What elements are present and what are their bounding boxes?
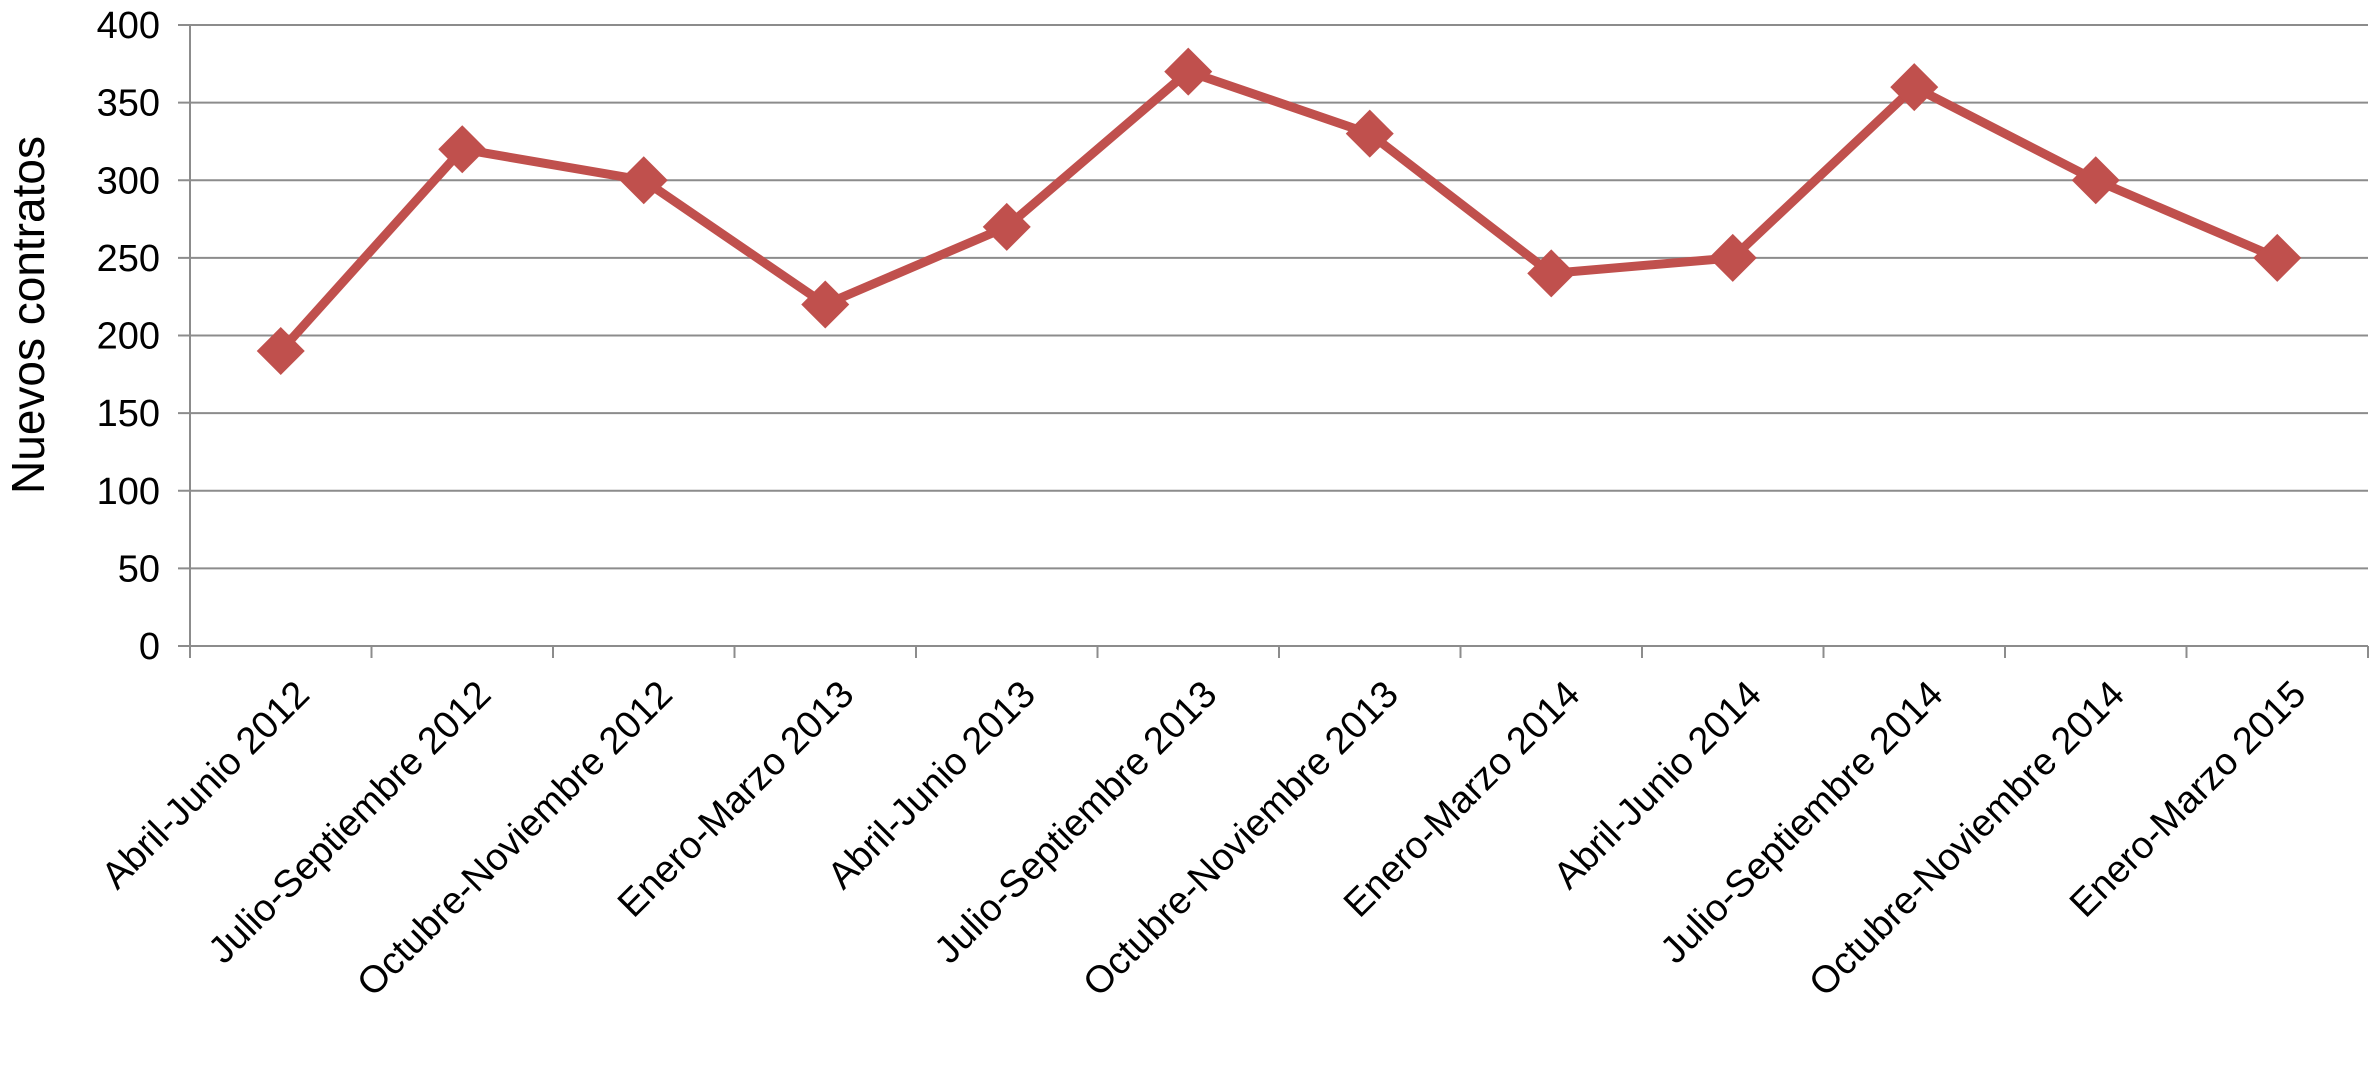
gridlines bbox=[190, 24, 2368, 570]
y-tick-label: 400 bbox=[97, 5, 160, 47]
y-tick-label: 100 bbox=[97, 471, 160, 513]
axes bbox=[178, 24, 2369, 658]
y-axis-title: Nuevos contratos bbox=[2, 136, 54, 494]
data-point-marker bbox=[1345, 109, 1394, 158]
data-point-marker bbox=[256, 327, 305, 376]
y-tick-label: 50 bbox=[118, 548, 160, 590]
data-point-marker bbox=[2253, 233, 2302, 282]
data-point-marker bbox=[982, 202, 1031, 251]
data-point-marker bbox=[1890, 63, 1939, 112]
data-point-marker bbox=[1708, 233, 1757, 282]
y-tick-label: 250 bbox=[97, 238, 160, 280]
y-tick-label: 350 bbox=[97, 83, 160, 125]
series-line bbox=[276, 67, 2282, 356]
x-tick-label: Octubre-Noviembre 2014 bbox=[1801, 673, 2132, 1004]
data-point-marker bbox=[801, 280, 850, 329]
y-tick-label: 300 bbox=[97, 160, 160, 202]
y-tick-label: 0 bbox=[139, 626, 160, 668]
data-point-marker bbox=[619, 156, 668, 205]
y-tick-labels: 0 50 100 150 200 250 300 350 400 bbox=[97, 5, 160, 668]
y-tick-label: 150 bbox=[97, 393, 160, 435]
x-tick-label: Octubre-Noviembre 2013 bbox=[1075, 673, 1406, 1004]
data-point-marker bbox=[2071, 156, 2120, 205]
data-point-marker bbox=[1164, 47, 1213, 96]
data-point-marker bbox=[1527, 249, 1576, 298]
x-tick-label: Octubre-Noviembre 2012 bbox=[349, 673, 680, 1004]
series bbox=[256, 47, 2302, 376]
data-point-marker bbox=[438, 125, 487, 174]
y-tick-label: 200 bbox=[97, 316, 160, 358]
